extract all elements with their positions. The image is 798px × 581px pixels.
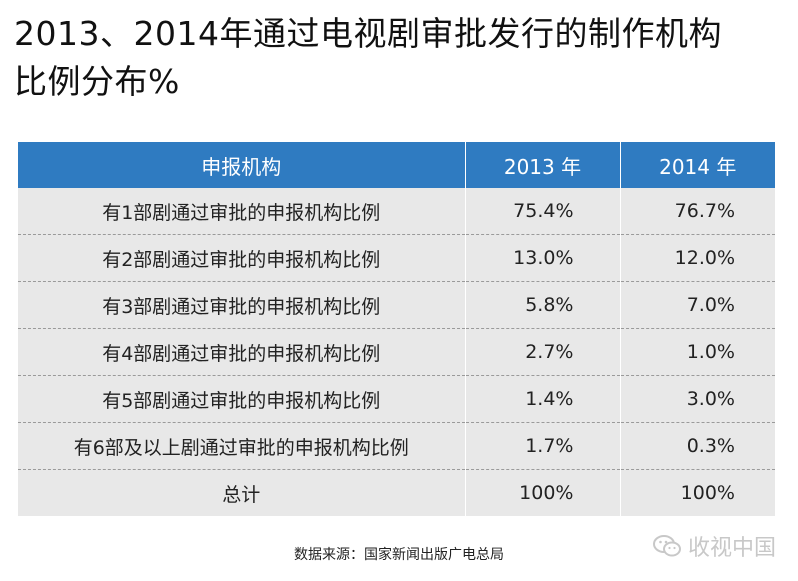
header-institution: 申报机构 <box>18 142 466 188</box>
value-2014: 12.0% <box>620 234 775 282</box>
table-total-row: 总计 100% 100% <box>18 469 775 516</box>
value-2013: 1.4% <box>465 375 621 423</box>
source-note: 数据来源：国家新闻出版广电总局 <box>294 547 504 563</box>
table-row: 有2部剧通过审批的申报机构比例 13.0% 12.0% <box>18 234 775 282</box>
title-line-1: 2013、2014年通过电视剧审批发行的制作机构 <box>14 14 722 53</box>
table-row: 有4部剧通过审批的申报机构比例 2.7% 1.0% <box>18 328 775 376</box>
watermark-text: 收视中国 <box>687 536 776 561</box>
value-2014: 0.3% <box>620 422 775 470</box>
header-2014: 2014 年 <box>620 142 775 188</box>
value-2013: 13.0% <box>465 234 621 282</box>
value-2013: 2.7% <box>465 328 621 376</box>
value-2013: 1.7% <box>465 422 621 470</box>
value-2014: 76.7% <box>620 188 775 235</box>
table-row: 有6部及以上剧通过审批的申报机构比例 1.7% 0.3% <box>18 422 775 470</box>
value-2013: 5.8% <box>465 281 621 329</box>
row-label: 有5部剧通过审批的申报机构比例 <box>18 375 466 423</box>
row-label: 有1部剧通过审批的申报机构比例 <box>18 188 466 235</box>
title-line-2: 比例分布% <box>14 62 180 101</box>
table-header-row: 申报机构 2013 年 2014 年 <box>18 142 775 188</box>
value-2013: 75.4% <box>465 188 621 235</box>
watermark: 收视中国 <box>652 530 776 562</box>
header-2013: 2013 年 <box>465 142 621 188</box>
row-label: 有2部剧通过审批的申报机构比例 <box>18 234 466 282</box>
total-2013: 100% <box>465 469 621 516</box>
value-2014: 3.0% <box>620 375 775 423</box>
chart-title: 2013、2014年通过电视剧审批发行的制作机构 比例分布% <box>14 10 784 106</box>
row-label: 有6部及以上剧通过审批的申报机构比例 <box>18 422 466 470</box>
row-label: 有3部剧通过审批的申报机构比例 <box>18 281 466 329</box>
value-2014: 1.0% <box>620 328 775 376</box>
table-row: 有1部剧通过审批的申报机构比例 75.4% 76.7% <box>18 188 775 235</box>
wechat-icon <box>652 535 681 557</box>
table-row: 有5部剧通过审批的申报机构比例 1.4% 3.0% <box>18 375 775 423</box>
total-2014: 100% <box>620 469 775 516</box>
value-2014: 7.0% <box>620 281 775 329</box>
table-row: 有3部剧通过审批的申报机构比例 5.8% 7.0% <box>18 281 775 329</box>
total-label: 总计 <box>18 469 466 516</box>
row-label: 有4部剧通过审批的申报机构比例 <box>18 328 466 376</box>
data-table: 申报机构 2013 年 2014 年 有1部剧通过审批的申报机构比例 75.4%… <box>18 142 775 516</box>
